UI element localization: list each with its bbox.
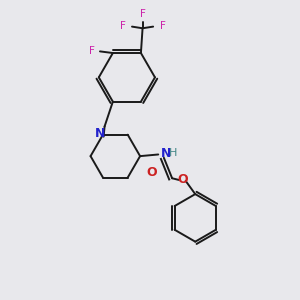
- Text: N: N: [95, 127, 106, 140]
- Text: O: O: [178, 173, 188, 186]
- Text: O: O: [146, 166, 157, 179]
- Text: F: F: [140, 9, 146, 19]
- Text: F: F: [160, 21, 166, 31]
- Text: N: N: [161, 147, 172, 160]
- Text: F: F: [89, 46, 95, 56]
- Text: F: F: [119, 21, 125, 31]
- Text: H: H: [169, 148, 178, 158]
